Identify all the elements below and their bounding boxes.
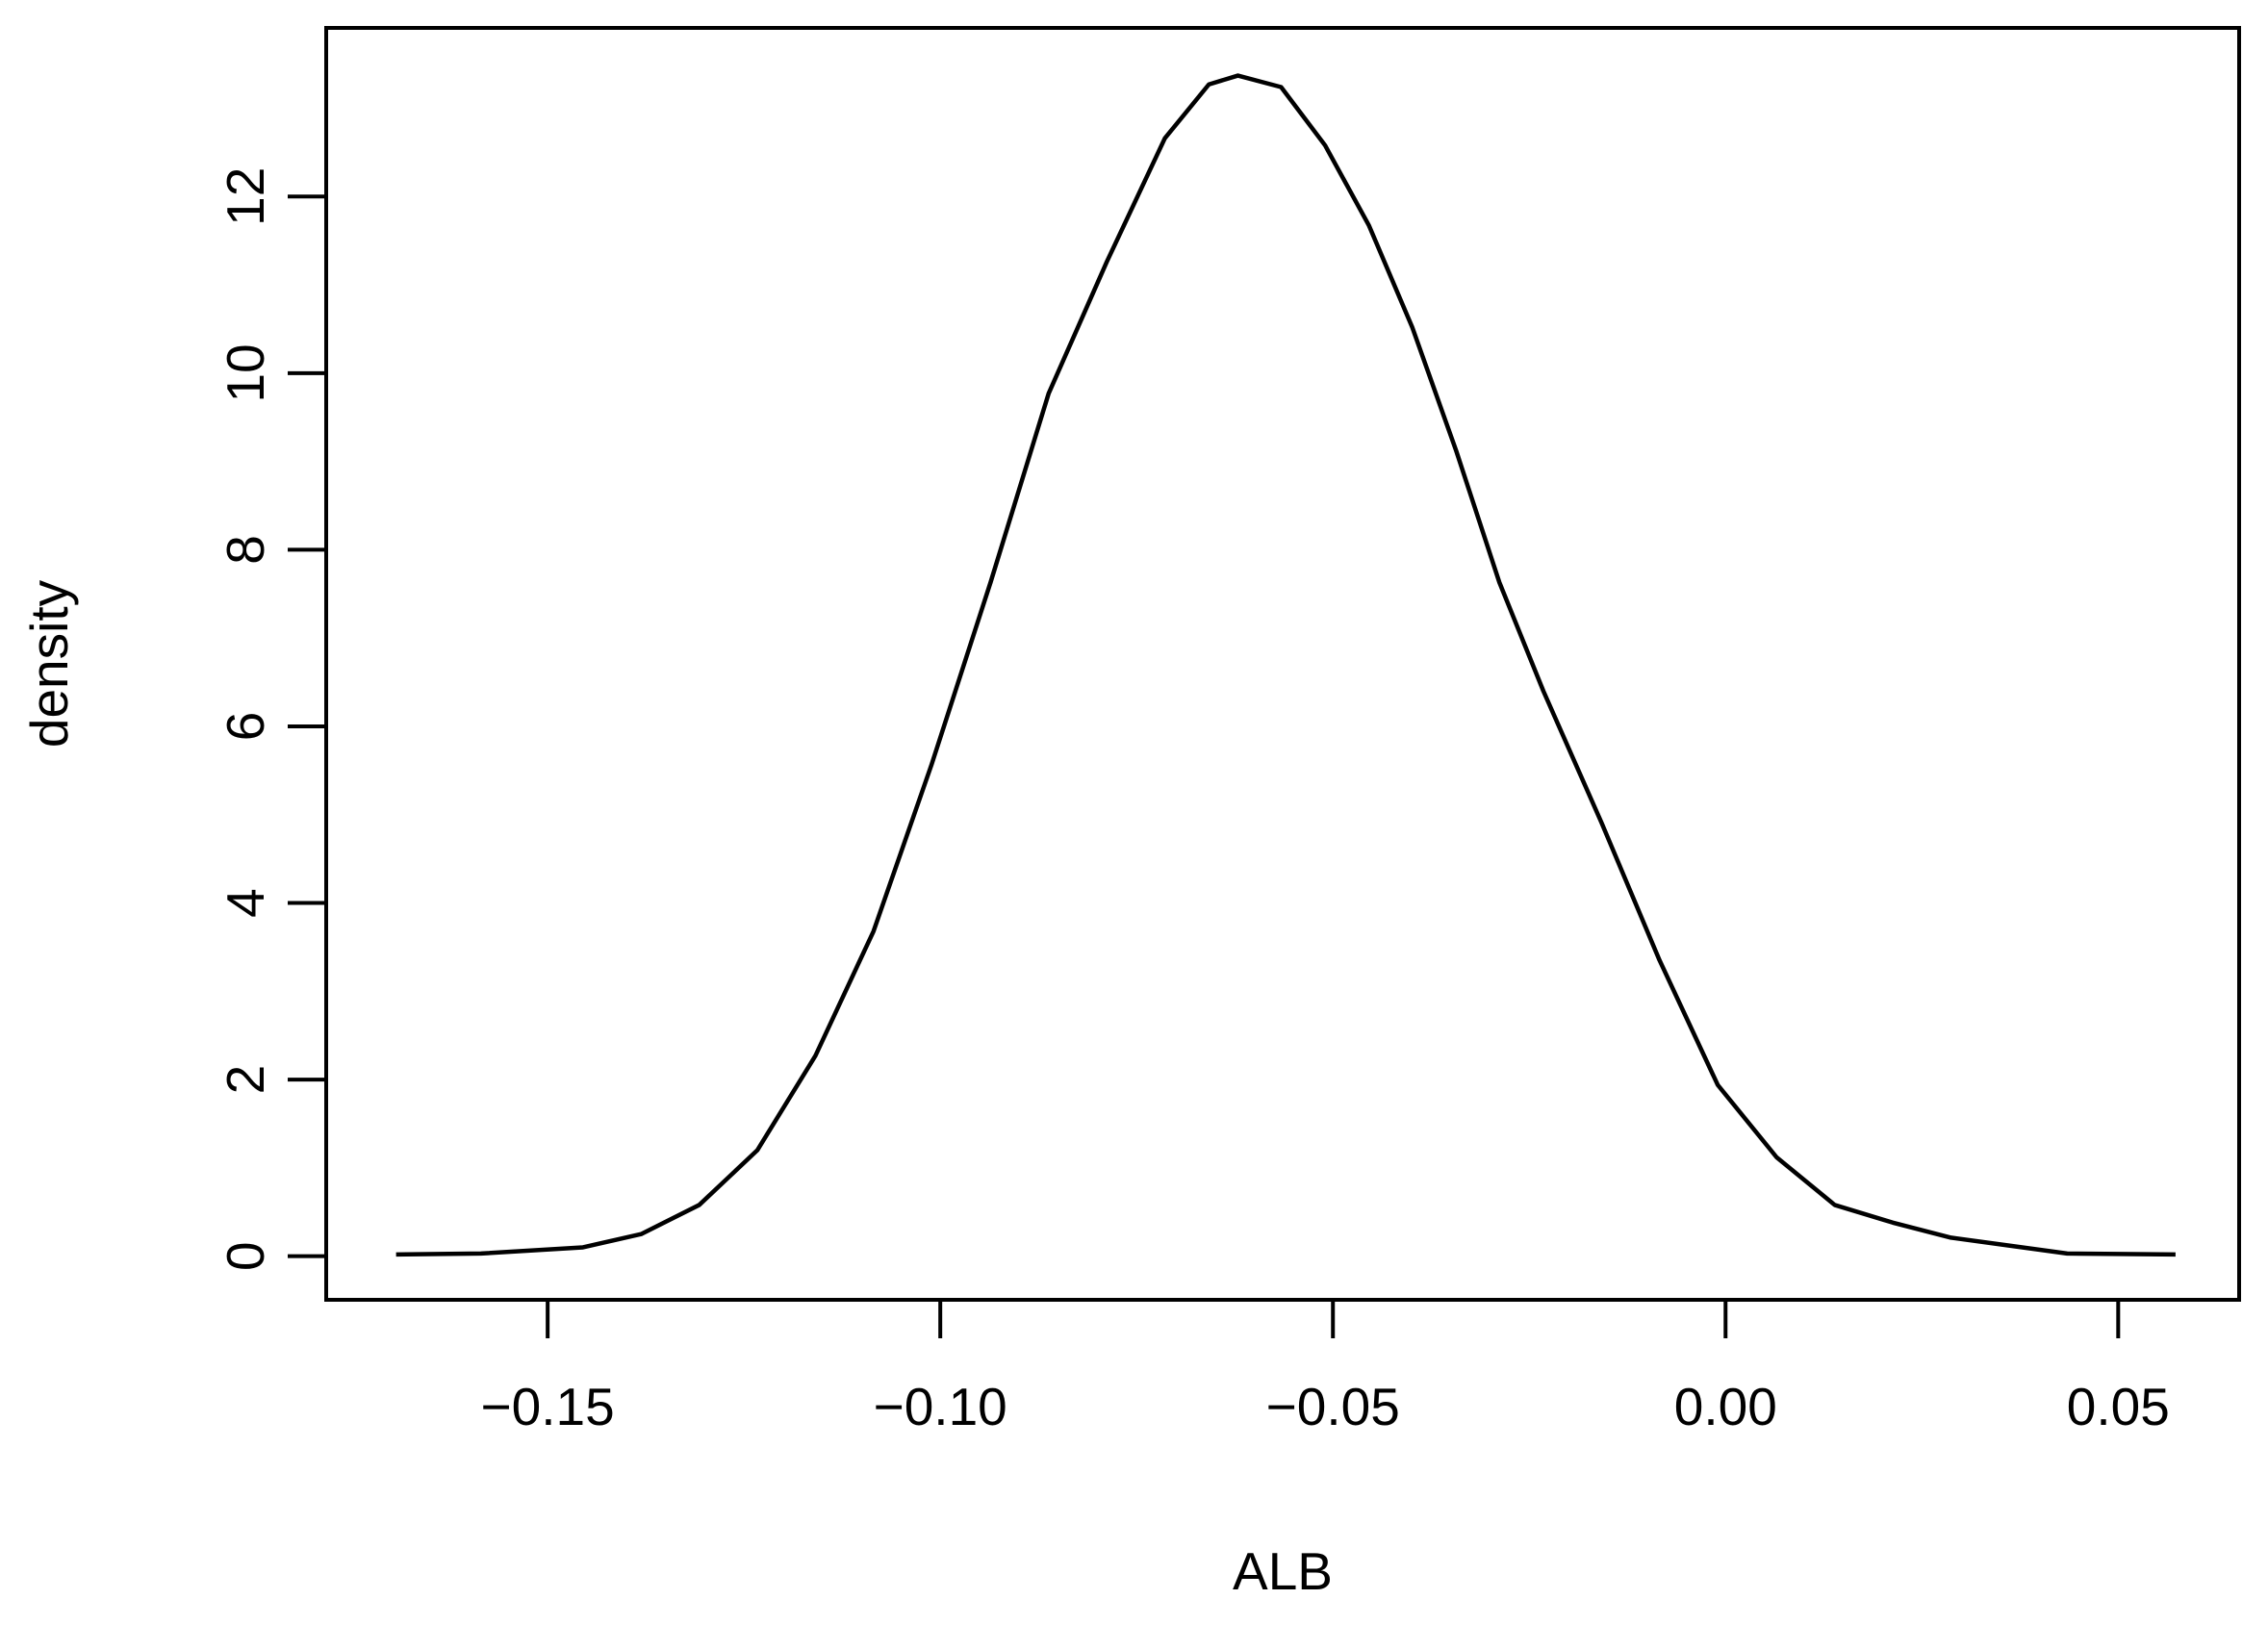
x-tick-label: 0.00 [1674,1377,1777,1436]
y-tick-label: 12 [216,167,275,226]
y-tick-label: 2 [216,1065,275,1095]
y-tick-label: 10 [216,343,275,402]
y-tick-label: 8 [216,535,275,565]
x-axis-label: ALB [1233,1541,1333,1601]
x-tick-label: −0.15 [481,1377,615,1436]
y-tick-label: 6 [216,712,275,742]
y-axis-label: density [19,579,79,748]
y-tick-label: 4 [216,888,275,918]
x-tick-label: −0.05 [1266,1377,1400,1436]
density-line [395,73,2176,1257]
plot-frame [324,26,2241,1302]
x-tick-label: −0.10 [874,1377,1007,1436]
x-tick-label: 0.05 [2067,1377,2170,1436]
y-tick-label: 0 [216,1241,275,1271]
